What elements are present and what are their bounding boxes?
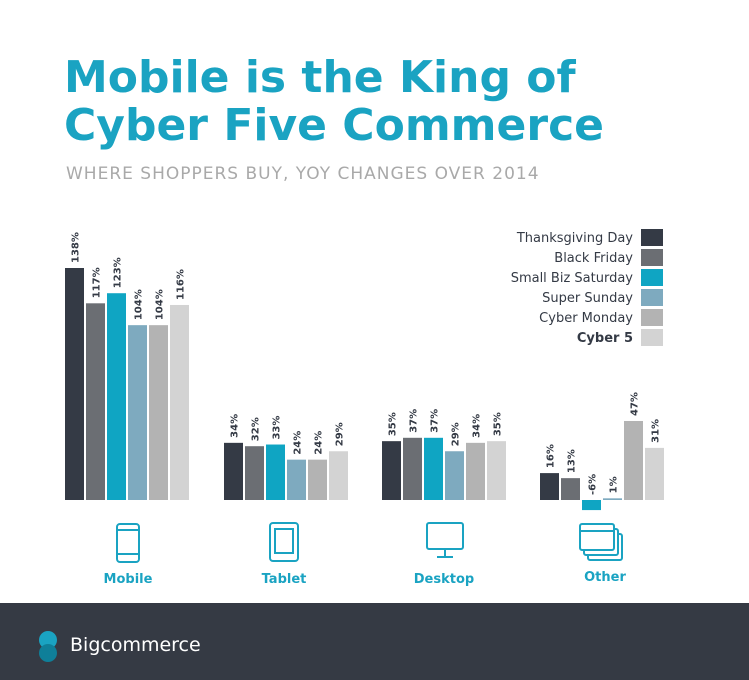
bar [287,459,306,500]
bar [170,304,189,500]
category-label: Other [584,570,626,585]
bar [329,451,348,500]
value-label: 104% [155,289,166,320]
legend-label: Super Sunday [542,291,633,306]
icon-screen [274,528,294,554]
value-label: 116% [176,269,187,300]
legend-label: Thanksgiving Day [516,231,633,246]
logo [39,631,57,649]
value-label: 24% [314,431,325,455]
legend-label: Small Biz Saturday [511,271,634,286]
bar [382,441,401,500]
chart-title: Mobile is the King of [64,52,576,103]
mobile-icon [116,523,140,563]
category-label: Mobile [104,572,153,587]
bar [582,500,601,511]
value-label: -6% [588,474,599,495]
value-label: 123% [113,257,124,288]
value-label: 31% [651,419,662,443]
logo [39,644,57,662]
tablet-icon [269,522,299,562]
value-label: 24% [293,431,304,455]
bar [487,441,506,500]
desktop-icon [426,522,464,550]
bar [149,325,168,500]
bar [224,442,243,500]
bar [424,437,443,500]
legend-swatch [641,329,663,346]
value-label: 33% [272,416,283,440]
bar [540,473,559,500]
legend-label: Black Friday [554,251,633,266]
value-label: 13% [567,449,578,473]
icons [116,522,623,563]
value-label: 16% [546,444,557,468]
value-label: 34% [230,414,241,438]
bar [308,459,327,500]
footer [0,603,749,680]
bar [403,437,422,500]
bar [603,498,622,500]
legend-label: Cyber 5 [577,331,633,346]
bar [128,325,147,500]
legend-swatch [641,269,663,286]
other-icon [579,523,615,551]
legend-swatch [641,309,663,326]
value-label: 37% [409,409,420,433]
value-label: 29% [335,422,346,446]
value-label: 37% [430,409,441,433]
value-label: 104% [134,289,145,320]
bar [86,303,105,500]
category-label: Tablet [262,572,307,587]
value-label: 117% [92,267,103,298]
value-label: 35% [493,412,504,436]
value-label: 29% [451,422,462,446]
value-label: 47% [630,392,641,416]
bar [561,478,580,500]
value-label: 34% [472,414,483,438]
legend-swatch [641,229,663,246]
value-label: 32% [251,417,262,441]
brand: Bigcommerce [70,634,201,656]
legend-label: Cyber Monday [539,311,633,326]
value-label: 35% [388,412,399,436]
category-label: Desktop [414,572,474,587]
bar [445,451,464,500]
bar [645,447,664,500]
chart-subtitle: WHERE SHOPPERS BUY, YOY CHANGES OVER 201… [66,164,540,184]
value-label: 138% [71,232,82,263]
bar [466,442,485,500]
bar [266,444,285,500]
chart-title: Cyber Five Commerce [64,100,604,151]
bar [107,293,126,500]
legend-swatch [641,249,663,266]
bar [245,446,264,500]
value-label: 1% [609,476,620,493]
bar [624,420,643,500]
bar [65,268,84,500]
legend-swatch [641,289,663,306]
